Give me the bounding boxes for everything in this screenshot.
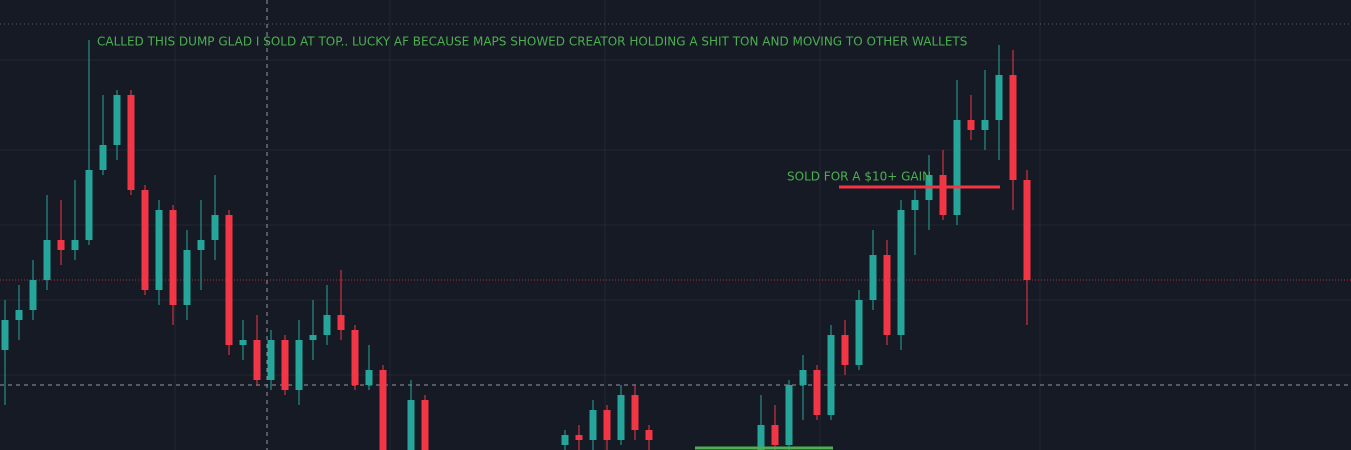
candle-body: [169, 210, 177, 305]
candle-body: [127, 95, 135, 190]
candle-body: [645, 430, 653, 440]
candle-body: [295, 340, 303, 390]
candle-body: [197, 240, 205, 250]
candle-body: [603, 410, 611, 440]
candle-body: [813, 370, 821, 415]
candle-body: [589, 410, 597, 440]
candle-body: [561, 435, 569, 445]
candle-body: [309, 335, 317, 340]
candle-body: [771, 425, 779, 445]
candle-body: [939, 175, 947, 215]
candle-body: [365, 370, 373, 385]
candle-body: [183, 250, 191, 305]
candle-body: [1009, 75, 1017, 180]
candle-body: [43, 240, 51, 280]
annotation: SOLD FOR A $10+ GAIN: [787, 170, 931, 184]
candle-body: [29, 280, 37, 310]
candle-body: [421, 400, 429, 450]
candle-body: [617, 395, 625, 440]
candle-body: [407, 400, 415, 450]
candle-body: [757, 425, 765, 450]
candle-body: [575, 435, 583, 440]
candle-body: [141, 190, 149, 290]
candle-body: [799, 370, 807, 385]
candle-body: [1, 320, 9, 350]
candle-body: [869, 255, 877, 300]
candle-body: [337, 315, 345, 330]
candle-body: [995, 75, 1003, 120]
candle-body: [253, 340, 261, 380]
candle-body: [57, 240, 65, 250]
candle-body: [225, 215, 233, 345]
candle-body: [239, 340, 247, 345]
candle-body: [953, 120, 961, 215]
candle-body: [211, 215, 219, 240]
candle-body: [883, 255, 891, 335]
candle-body: [323, 315, 331, 335]
candle-body: [967, 120, 975, 130]
candle-body: [85, 170, 93, 240]
candle-body: [827, 335, 835, 415]
candle-body: [15, 310, 23, 320]
candle-body: [281, 340, 289, 390]
candle-body: [841, 335, 849, 365]
candles: [1, 40, 1031, 450]
candle-body: [631, 395, 639, 430]
candle-body: [1023, 180, 1031, 280]
candle-body: [981, 120, 989, 130]
annotation: CALLED THIS DUMP GLAD I SOLD AT TOP.. LU…: [97, 35, 967, 49]
candle-body: [855, 300, 863, 365]
candle-body: [71, 240, 79, 250]
candle-body: [785, 385, 793, 445]
candle-body: [267, 340, 275, 380]
candle-body: [113, 95, 121, 145]
candle-body: [99, 145, 107, 170]
candle-body: [911, 200, 919, 210]
candle-body: [351, 330, 359, 385]
candle-body: [897, 210, 905, 335]
candle-body: [379, 370, 387, 450]
candle-body: [155, 210, 163, 290]
